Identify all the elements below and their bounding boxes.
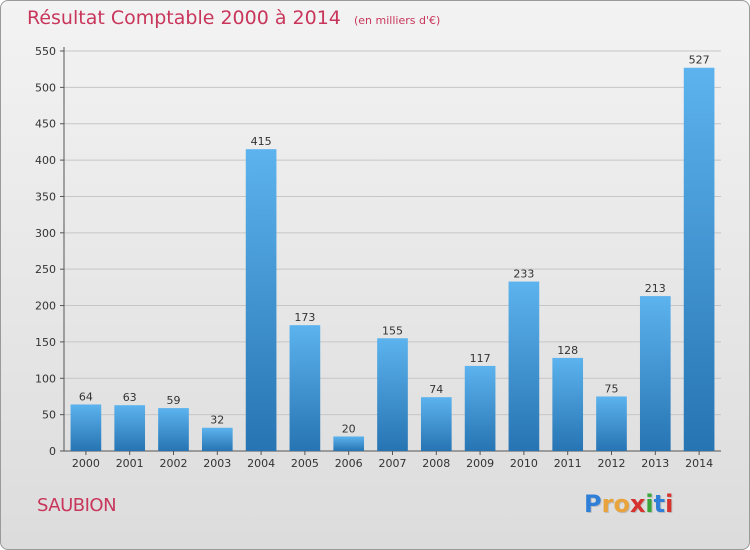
bar-2005	[289, 325, 321, 451]
y-tick-label: 300	[35, 227, 56, 240]
data-label-2003: 32	[210, 414, 224, 427]
x-tick-label-2003: 2003	[203, 457, 231, 470]
commune-name: SAUBION	[37, 495, 117, 516]
x-tick-label-2014: 2014	[685, 457, 713, 470]
logo-letter: o	[613, 490, 630, 518]
data-label-2007: 155	[382, 324, 403, 337]
chart-title: Résultat Comptable 2000 à 2014	[27, 7, 341, 29]
x-tick-label-2009: 2009	[466, 457, 494, 470]
bar-2007	[377, 338, 408, 451]
data-label-2009: 117	[470, 352, 491, 365]
y-tick-label: 250	[35, 263, 56, 276]
data-label-2010: 233	[513, 268, 534, 281]
data-label-2006: 20	[342, 422, 356, 435]
x-tick-label-2007: 2007	[379, 457, 407, 470]
y-tick-label: 550	[35, 45, 56, 58]
logo-letter: t	[653, 490, 666, 518]
logo-letter: i	[665, 490, 674, 518]
grid-lines	[64, 50, 721, 416]
x-tick-label-2008: 2008	[422, 457, 450, 470]
logo-letter: r	[601, 490, 614, 518]
y-tick-label: 150	[35, 336, 56, 349]
data-label-2002: 59	[167, 394, 181, 407]
logo-letter: i	[645, 490, 654, 518]
y-tick-label: 200	[35, 300, 56, 313]
logo-letter: P	[584, 490, 602, 518]
logo-letter: x	[629, 490, 646, 518]
chart-title-block: Résultat Comptable 2000 à 2014 (en milli…	[27, 7, 440, 29]
x-tick-label-2011: 2011	[554, 457, 582, 470]
y-tick-label: 100	[35, 372, 56, 385]
proxiti-logo: Proxiti	[584, 490, 673, 518]
x-tick-label-2005: 2005	[291, 457, 319, 470]
y-tick-label: 400	[35, 154, 56, 167]
x-tick-label-2000: 2000	[72, 457, 100, 470]
y-tick-label: 350	[35, 190, 56, 203]
bar-2008	[420, 397, 452, 451]
data-label-2005: 173	[294, 311, 315, 324]
data-label-2011: 128	[557, 344, 578, 357]
bar-2006	[333, 436, 365, 451]
y-tick-label: 450	[35, 118, 56, 131]
y-tick-label: 0	[49, 445, 56, 458]
x-tick-label-2013: 2013	[641, 457, 669, 470]
bar-2003	[201, 427, 233, 451]
bar-2002	[158, 408, 189, 451]
bar-2012	[596, 396, 627, 451]
bar-2004	[245, 149, 277, 451]
chart-unit: (en milliers d'€)	[353, 14, 441, 27]
tick-labels: 0 50 100 150 200 250 300 350 400 450 500 550 2000 200…	[35, 45, 713, 470]
bar-2013	[639, 296, 671, 451]
x-tick-label-2001: 2001	[116, 457, 144, 470]
data-label-2012: 75	[605, 382, 619, 395]
x-tick-label-2010: 2010	[510, 457, 538, 470]
bar-2014	[683, 67, 715, 452]
x-tick-label-2004: 2004	[247, 457, 275, 470]
bar-2009	[464, 365, 496, 451]
y-tick-label: 50	[42, 409, 56, 422]
y-tick-label: 500	[35, 81, 56, 94]
x-tick-label-2012: 2012	[598, 457, 626, 470]
bars	[70, 67, 715, 452]
bar-2011	[552, 357, 584, 451]
data-label-2001: 63	[123, 391, 137, 404]
data-labels: 64 63 59 32 415 173 20 155 74 117 233 128 75 213 527	[79, 54, 710, 436]
bar-2010	[508, 281, 540, 451]
x-tick-label-2002: 2002	[160, 457, 188, 470]
data-label-2000: 64	[79, 390, 93, 403]
data-label-2013: 213	[645, 282, 666, 295]
bar-2000	[70, 404, 102, 451]
data-label-2008: 74	[429, 383, 443, 396]
data-label-2004: 415	[251, 135, 272, 148]
data-label-2014: 527	[689, 54, 710, 67]
bar-2001	[114, 405, 146, 451]
x-tick-label-2006: 2006	[335, 457, 363, 470]
